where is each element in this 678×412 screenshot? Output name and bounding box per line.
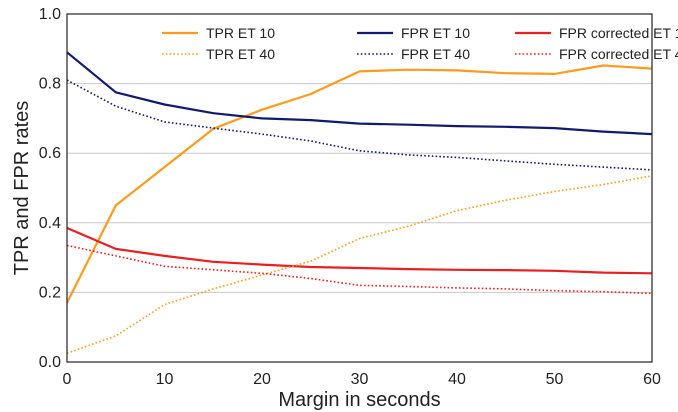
series-line bbox=[66, 226, 653, 275]
series-line bbox=[66, 51, 653, 136]
series-lines bbox=[66, 51, 653, 355]
x-tick-label: 50 bbox=[546, 371, 564, 388]
x-tick-label: 0 bbox=[63, 371, 72, 388]
y-tick-label: 0.4 bbox=[39, 215, 61, 232]
plot-frame bbox=[66, 13, 653, 363]
y-tick-label: 0.8 bbox=[39, 76, 61, 93]
x-tick-label: 10 bbox=[156, 371, 174, 388]
legend-entry: TPR ET 40 bbox=[206, 46, 275, 62]
series-line bbox=[66, 244, 653, 295]
x-axis-label: Margin in seconds bbox=[278, 389, 440, 411]
x-tick-label: 20 bbox=[253, 371, 271, 388]
tick-labels: 0.0 0.2 0.4 0.6 0.8 1.0 0 10 20 30 40 50 60 bbox=[39, 6, 661, 388]
legend-entry: FPR ET 40 bbox=[401, 46, 470, 62]
y-tick-label: 0.0 bbox=[39, 354, 61, 371]
legend-entry: TPR ET 10 bbox=[206, 25, 275, 41]
x-tick-label: 40 bbox=[448, 371, 466, 388]
x-tick-label: 60 bbox=[643, 371, 661, 388]
series-line bbox=[66, 79, 653, 171]
y-axis-label: TPR and FPR rates bbox=[11, 101, 33, 276]
grid-lines bbox=[67, 83, 652, 293]
y-tick-label: 1.0 bbox=[39, 6, 61, 23]
legend-entry: FPR corrected ET 10 bbox=[559, 25, 678, 41]
y-tick-label: 0.2 bbox=[39, 284, 61, 301]
series-line bbox=[66, 64, 653, 304]
legend: TPR ET 10 FPR ET 10 FPR corrected ET 10 TPR… bbox=[162, 25, 678, 62]
legend-entry: FPR ET 10 bbox=[401, 25, 470, 41]
y-tick-label: 0.6 bbox=[39, 145, 61, 162]
legend-entry: FPR corrected ET 40 bbox=[559, 46, 678, 62]
series-line bbox=[66, 175, 653, 355]
x-tick-label: 30 bbox=[351, 371, 369, 388]
